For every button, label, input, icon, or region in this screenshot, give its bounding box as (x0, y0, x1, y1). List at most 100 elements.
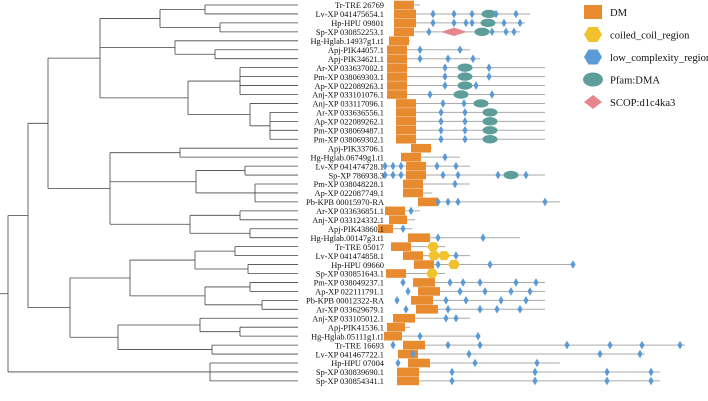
low-complexity-region (382, 170, 388, 180)
pfam-dma-domain (453, 90, 469, 99)
domain-row (387, 322, 410, 332)
domain-row (400, 278, 545, 287)
low-complexity-region (532, 367, 538, 377)
low-complexity-region (462, 126, 468, 135)
domain-row (390, 340, 685, 350)
coiled-coil-region (427, 242, 439, 252)
dm-domain (396, 117, 416, 126)
leaf-label: Hg-Hglab.00147g3.t1 (310, 234, 384, 243)
dm-domain (394, 0, 414, 10)
low-complexity-region (475, 331, 481, 341)
low-complexity-region (442, 81, 448, 90)
low-complexity-region (462, 108, 468, 117)
domain-row (387, 90, 545, 99)
domain-row (398, 349, 645, 359)
domain-row (403, 251, 470, 261)
dm-domain (403, 179, 423, 189)
dm-domain (378, 224, 393, 234)
pfam-dma-domain (457, 63, 473, 72)
domain-row (394, 18, 525, 28)
low-complexity-region (455, 197, 461, 207)
domain-row (396, 108, 545, 117)
leaf-label: Hp-HPU 07004 (331, 359, 385, 368)
domain-row (387, 81, 545, 90)
leaf-label: Tr-TRE 05017 (335, 243, 384, 252)
dm-domain (393, 313, 415, 323)
domain-row (387, 45, 470, 55)
low-complexity-region (501, 18, 507, 28)
leaf-label: Lv-XP 041475654.1 (315, 10, 384, 19)
dm-domain (385, 206, 405, 216)
dm-domain (394, 9, 416, 19)
low-complexity-region (394, 296, 400, 305)
low-complexity-region (417, 45, 423, 55)
low-complexity-region (438, 117, 444, 126)
low-complexity-region (477, 340, 483, 350)
coiled-coil-region (428, 251, 440, 261)
low-complexity-region (463, 296, 469, 305)
low-complexity-region (534, 358, 540, 368)
dm-domain (418, 197, 438, 207)
domain-row (385, 206, 420, 216)
leaf-label: Ar-XP 033637002.1 (316, 64, 384, 73)
dm-domain (387, 81, 407, 90)
dm-domain (413, 278, 435, 287)
dm-domain (416, 305, 438, 314)
dm-domain (387, 45, 407, 55)
dm-domain (401, 152, 421, 162)
low-complexity-region (435, 260, 441, 269)
low-complexity-region (449, 367, 455, 377)
pfam-dma-domain (482, 108, 498, 117)
domain-row (396, 117, 545, 126)
low-complexity-region (417, 54, 423, 63)
low-complexity-region (482, 287, 488, 296)
low-complexity-region (677, 340, 683, 350)
domain-row (384, 331, 481, 341)
low-complexity-region (390, 340, 396, 350)
legend-pfam-swatch (583, 72, 603, 87)
phylogenetic-tree (0, 4, 298, 382)
legend-dm-swatch (584, 5, 602, 19)
leaf-label: Sp-XP 030852253.1 (316, 28, 384, 37)
domain-tracks (378, 0, 685, 386)
dm-domain (408, 233, 430, 242)
dm-domain (398, 349, 418, 359)
low-complexity-region (511, 27, 517, 37)
legend-label: DM (610, 8, 628, 19)
pfam-dma-domain (480, 18, 496, 28)
low-complexity-region (489, 90, 495, 99)
low-complexity-region (469, 9, 475, 19)
pfam-dma-domain (481, 9, 497, 19)
low-complexity-region (443, 313, 449, 323)
leaf-label: Pm-XP 038069303.1 (314, 73, 384, 82)
domain-row (389, 215, 415, 225)
low-complexity-region (443, 296, 449, 305)
domain-row (382, 170, 545, 180)
dm-domain (397, 367, 419, 377)
coiled-coil-region (438, 251, 450, 261)
domain-row (401, 152, 460, 162)
domain-row (393, 313, 470, 323)
low-complexity-region (466, 349, 472, 359)
low-complexity-region (427, 90, 433, 99)
pfam-dma-domain (473, 99, 489, 108)
low-complexity-region (607, 340, 613, 350)
leaf-label: Lv-XP 041467722.1 (315, 350, 384, 359)
dm-domain (394, 27, 414, 37)
low-complexity-region (486, 63, 492, 72)
low-complexity-region (445, 305, 451, 314)
low-complexity-region (408, 206, 414, 216)
low-complexity-region (400, 278, 406, 287)
dm-domain (418, 287, 440, 296)
dm-domain (396, 134, 416, 144)
low-complexity-region (477, 278, 483, 287)
low-complexity-region (533, 278, 539, 287)
domain-row (391, 242, 445, 252)
leaf-label: Tr-TRE 16693 (335, 341, 384, 350)
low-complexity-region (462, 134, 468, 144)
legend-label: SCOP:d1c4ka3 (610, 98, 675, 109)
low-complexity-region (604, 376, 610, 386)
domain-row (382, 161, 470, 171)
